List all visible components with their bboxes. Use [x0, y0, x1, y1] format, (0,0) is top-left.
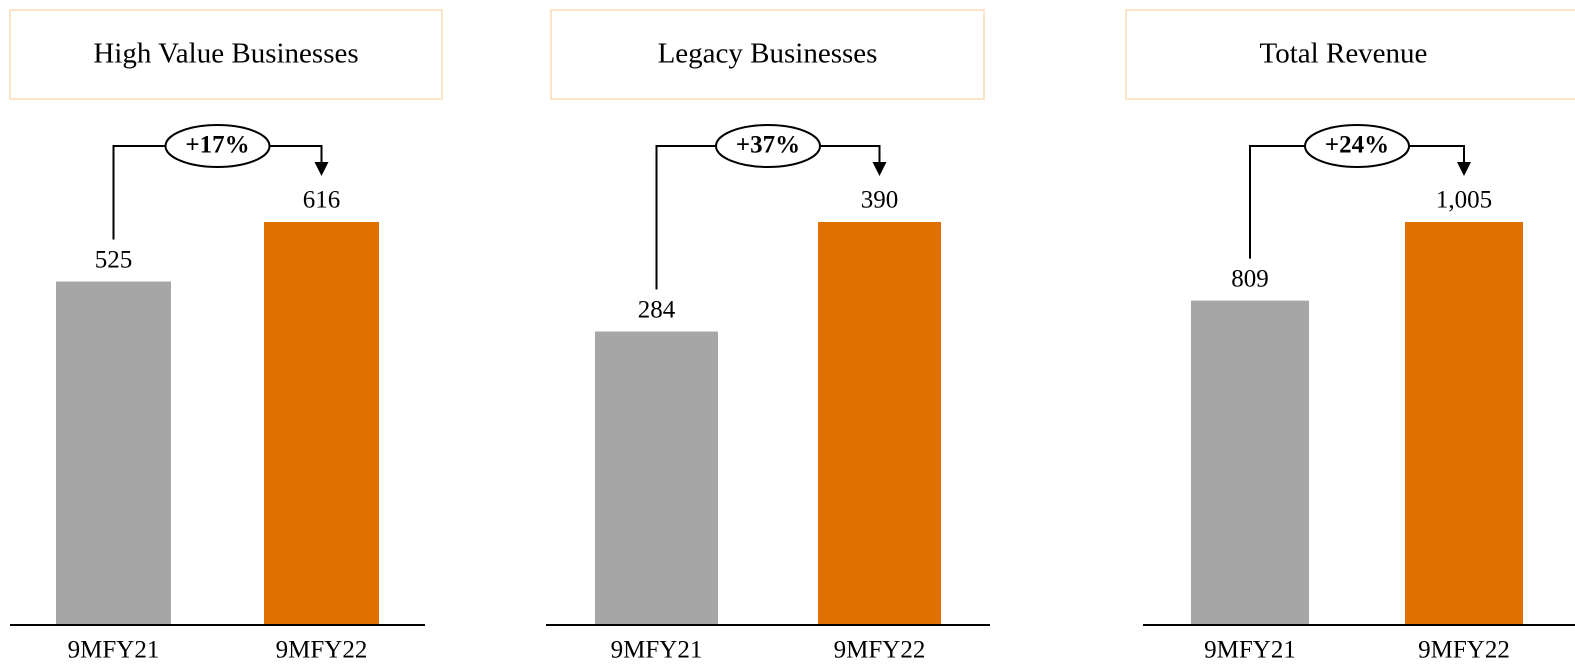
chart-title: Legacy Businesses — [658, 38, 878, 70]
bar — [264, 222, 379, 625]
growth-badge — [1304, 124, 1410, 168]
title-box — [1125, 9, 1575, 100]
growth-label: +37% — [736, 132, 800, 159]
x-tick-label: 9MFY21 — [68, 637, 160, 664]
data-label: 525 — [95, 246, 133, 273]
x-tick-label: 9MFY22 — [834, 637, 926, 664]
x-tick-label: 9MFY22 — [276, 637, 368, 664]
chart-title: Total Revenue — [1260, 38, 1428, 70]
bar — [1191, 300, 1309, 625]
bar — [595, 331, 718, 625]
data-label: 1,005 — [1436, 187, 1492, 214]
growth-badge — [715, 124, 821, 168]
data-label: 616 — [303, 187, 341, 214]
bar — [56, 281, 171, 625]
title-box — [9, 9, 443, 100]
title-box — [550, 9, 985, 100]
arrow-head — [1457, 162, 1471, 176]
bar — [1405, 222, 1523, 625]
growth-badge — [164, 124, 271, 168]
bar — [818, 222, 941, 625]
data-label: 809 — [1231, 265, 1269, 292]
x-tick-label: 9MFY21 — [1204, 637, 1296, 664]
growth-label: +24% — [1325, 132, 1389, 159]
growth-label: +17% — [185, 132, 249, 159]
x-tick-label: 9MFY22 — [1418, 637, 1510, 664]
x-tick-label: 9MFY21 — [611, 637, 703, 664]
data-label: 390 — [861, 187, 899, 214]
chart-title: High Value Businesses — [93, 38, 358, 70]
arrow-head — [872, 162, 887, 176]
data-label: 284 — [638, 296, 676, 323]
arrow-head — [314, 162, 329, 176]
